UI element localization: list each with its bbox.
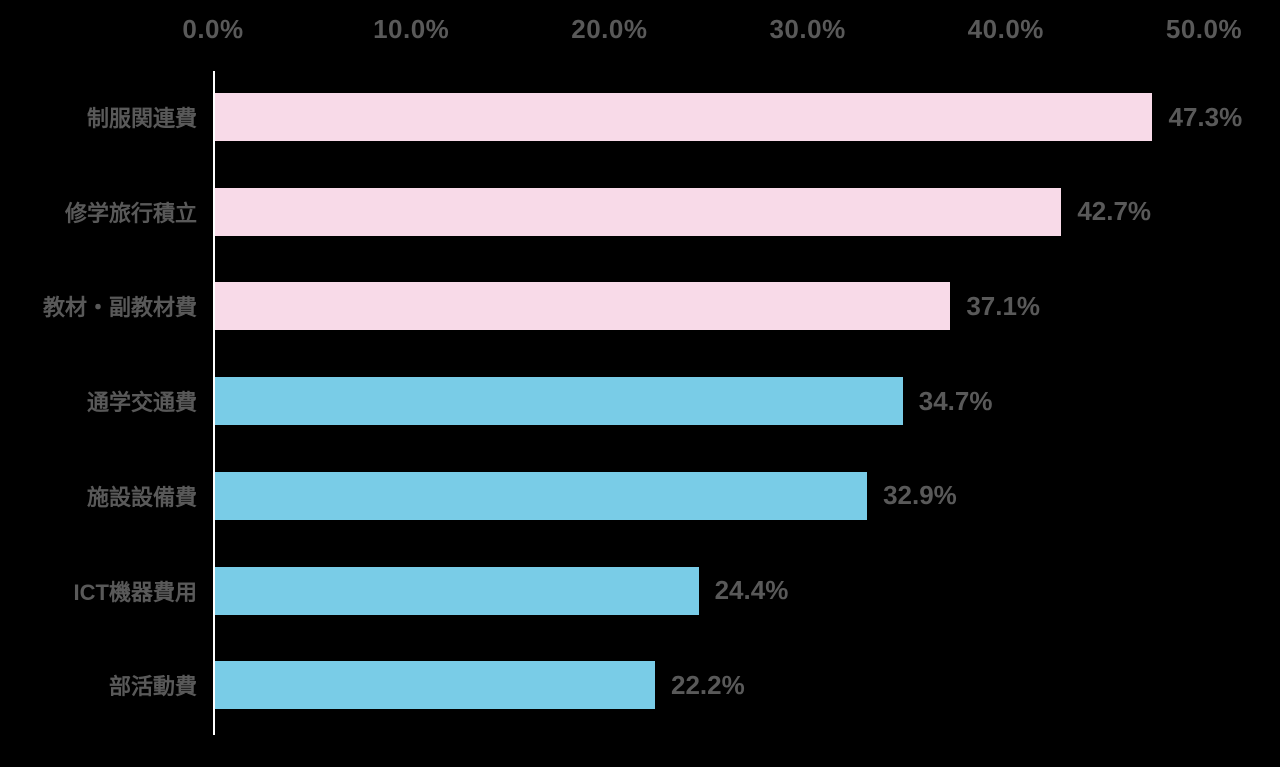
x-axis-tick: 30.0%: [769, 14, 846, 44]
value-label: 32.9%: [883, 480, 957, 511]
category-label: 部活動費: [108, 674, 197, 700]
bar: [215, 282, 951, 331]
bar: [215, 187, 1062, 236]
value-label: 22.2%: [671, 669, 745, 700]
value-label: 24.4%: [714, 575, 789, 605]
bar: [215, 566, 699, 615]
x-axis-tick: 20.0%: [571, 14, 648, 44]
category-label: ICT機器費用: [73, 579, 197, 605]
bar: [215, 377, 903, 426]
value-label: 34.7%: [918, 385, 993, 416]
x-axis-tick: 50.0%: [1165, 14, 1243, 44]
x-axis-tick: 40.0%: [967, 14, 1044, 44]
bar: [215, 661, 655, 710]
bar: [215, 471, 868, 520]
category-label: 修学旅行積立: [64, 200, 197, 226]
bar: [215, 93, 1153, 141]
category-label: 施設設備費: [86, 484, 197, 510]
value-label: 37.1%: [966, 290, 1041, 321]
category-label: 教材・副教材費: [42, 295, 197, 321]
category-label: 通学交通費: [86, 390, 197, 416]
x-axis-tick: 10.0%: [373, 14, 450, 44]
x-axis-tick: 0.0%: [182, 14, 244, 44]
category-label: 制服関連費: [86, 106, 197, 131]
value-label: 42.7%: [1077, 196, 1152, 227]
y-axis-line: [213, 71, 215, 735]
value-label: 47.3%: [1168, 101, 1243, 132]
